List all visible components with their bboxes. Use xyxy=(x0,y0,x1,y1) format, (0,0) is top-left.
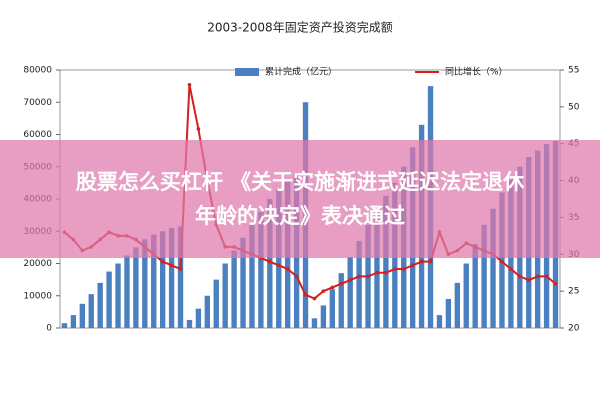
bar xyxy=(374,211,380,328)
y2-tick-label: 20 xyxy=(568,324,580,334)
line-point xyxy=(535,274,540,279)
line-point xyxy=(553,281,558,286)
bar xyxy=(454,282,460,328)
legend-swatch xyxy=(235,68,259,76)
line-point xyxy=(393,267,397,271)
line-point xyxy=(294,274,299,279)
line-point xyxy=(419,259,424,264)
y-tick-label: 20000 xyxy=(23,259,52,269)
bar xyxy=(311,318,318,328)
bar xyxy=(186,319,193,328)
bar xyxy=(436,315,443,328)
line-point xyxy=(321,289,326,293)
bar xyxy=(61,323,68,328)
y-tick-label: 60000 xyxy=(23,130,52,140)
bar xyxy=(258,211,264,328)
bar xyxy=(320,305,327,328)
line-point xyxy=(509,267,513,271)
bar xyxy=(490,208,496,328)
y2-tick-label: 50 xyxy=(568,102,580,112)
bar xyxy=(472,244,478,328)
line-point xyxy=(518,274,522,279)
bar xyxy=(222,263,228,328)
bar xyxy=(70,315,77,328)
bar xyxy=(213,279,219,328)
bar xyxy=(204,295,210,328)
bar xyxy=(177,226,184,328)
bar xyxy=(338,273,344,328)
bar xyxy=(445,298,452,328)
line-point xyxy=(339,281,344,286)
line-point xyxy=(410,263,415,268)
bar xyxy=(151,234,157,328)
bar xyxy=(249,224,255,328)
line-point xyxy=(357,274,361,279)
bar xyxy=(481,224,487,328)
line-point xyxy=(384,270,388,275)
y-tick-label: 80000 xyxy=(23,66,52,76)
line-point xyxy=(312,296,317,301)
legend-label: 同比增长（%） xyxy=(445,66,508,78)
bar xyxy=(329,289,335,328)
line-point xyxy=(500,259,504,264)
bar xyxy=(88,294,94,328)
banner: 股票怎么买杠杆 《关于实施渐进式延迟法定退休 年龄的决定》表决通过 xyxy=(0,140,600,258)
chart-title: 2003-2008年固定资产投资完成额 xyxy=(207,20,392,35)
banner-line: 年龄的决定》表决通过 xyxy=(195,204,405,228)
bar xyxy=(356,240,362,328)
bar xyxy=(383,195,389,328)
bar xyxy=(276,189,282,328)
line-point xyxy=(544,274,549,279)
bar xyxy=(79,303,85,328)
line-point xyxy=(285,267,290,271)
bar xyxy=(240,237,246,328)
bar xyxy=(97,282,103,328)
y-tick-label: 0 xyxy=(46,324,52,334)
line-point xyxy=(348,278,352,282)
bar xyxy=(195,308,202,328)
bar xyxy=(168,228,175,328)
line-point xyxy=(366,274,370,279)
y-tick-label: 70000 xyxy=(23,98,52,108)
bar xyxy=(115,263,121,328)
line-point xyxy=(196,127,201,131)
line-point xyxy=(303,293,308,297)
line-point xyxy=(526,278,531,282)
bar xyxy=(142,239,148,328)
line-point xyxy=(330,285,335,290)
y2-tick-label: 25 xyxy=(568,287,579,297)
bar xyxy=(124,255,130,328)
line-point xyxy=(276,263,281,268)
banner-line: 股票怎么买杠杆 《关于实施渐进式延迟法定退休 xyxy=(75,170,525,194)
legend-label: 累计完成（亿元） xyxy=(265,66,337,78)
y2-tick-label: 55 xyxy=(568,66,579,76)
bar xyxy=(160,231,166,328)
line-point xyxy=(428,259,433,264)
bar xyxy=(106,271,112,328)
line-point xyxy=(187,82,192,87)
y-tick-label: 10000 xyxy=(23,291,52,301)
bar xyxy=(347,257,353,328)
line-point xyxy=(178,267,183,271)
bar xyxy=(231,250,237,328)
bar xyxy=(133,247,139,328)
bar xyxy=(267,199,273,328)
line-point xyxy=(401,267,406,271)
bar xyxy=(463,263,469,328)
line-point xyxy=(375,270,379,275)
line-point xyxy=(268,259,272,264)
line-point xyxy=(169,263,174,268)
line-point xyxy=(160,259,165,264)
